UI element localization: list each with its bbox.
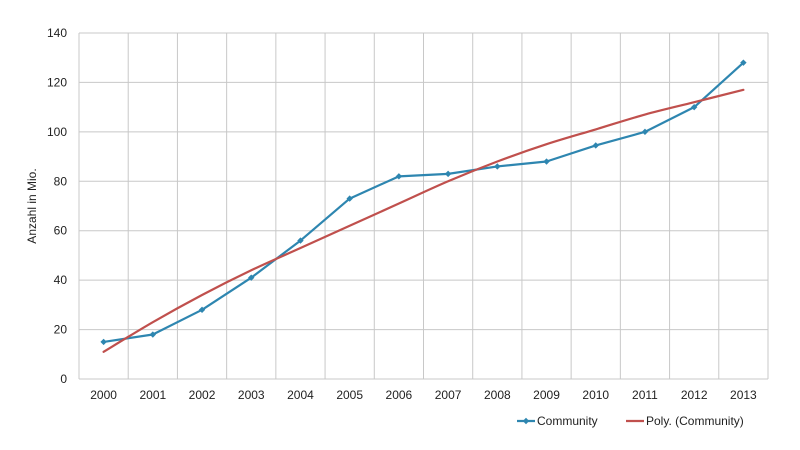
data-point (641, 128, 649, 136)
y-tick-label: 60 (54, 224, 68, 238)
data-point (297, 237, 304, 244)
data-point (740, 59, 747, 66)
data-point (149, 331, 157, 338)
x-tick-label: 2007 (435, 388, 462, 402)
x-tick-label: 2010 (582, 388, 609, 402)
y-tick-label: 40 (54, 273, 68, 287)
y-tick-label: 140 (47, 26, 67, 40)
data-point (346, 195, 353, 202)
series-0 (100, 59, 747, 346)
x-tick-label: 2012 (681, 388, 708, 402)
data-point (198, 306, 206, 313)
x-tick-label: 2013 (730, 388, 757, 402)
x-tick-label: 2004 (287, 388, 314, 402)
series-line (102, 88, 745, 353)
data-point (248, 274, 255, 281)
data-point (494, 163, 501, 170)
legend-label: Poly. (Community) (646, 414, 744, 428)
series-layer (100, 59, 747, 353)
x-tick-label: 2006 (386, 388, 413, 402)
data-point (592, 142, 599, 149)
legend-marker (522, 417, 530, 425)
grid (78, 32, 769, 380)
x-tick-label: 2002 (189, 388, 216, 402)
series-line (102, 61, 745, 344)
x-tick-label: 2011 (632, 388, 658, 402)
x-tick-label: 2001 (139, 388, 166, 402)
legend-item: Poly. (Community) (626, 414, 744, 428)
y-tick-label: 80 (54, 174, 68, 188)
data-point (100, 338, 107, 346)
axes: 0 20 40 60 80 100 120 140 2000 2001 2002 2003 2004 20… (47, 26, 757, 402)
y-tick-label: 120 (47, 75, 67, 89)
y-axis-title: Anzahl in Mio. (25, 168, 39, 243)
series-1 (102, 88, 745, 353)
data-point (543, 158, 550, 165)
data-point (395, 173, 403, 180)
x-tick-label: 2005 (336, 388, 363, 402)
data-point (690, 103, 698, 111)
y-tick-label: 100 (47, 125, 67, 139)
data-point (444, 170, 452, 178)
x-tick-label: 2003 (238, 388, 265, 402)
y-tick-label: 0 (60, 372, 67, 386)
legend-item: Community (517, 414, 598, 428)
x-tick-label: 2000 (90, 388, 117, 402)
legend: Community Poly. (Community) (517, 414, 744, 428)
y-tick-label: 20 (54, 323, 68, 337)
x-tick-label: 2009 (533, 388, 560, 402)
legend-label: Community (537, 414, 598, 428)
x-tick-label: 2008 (484, 388, 511, 402)
